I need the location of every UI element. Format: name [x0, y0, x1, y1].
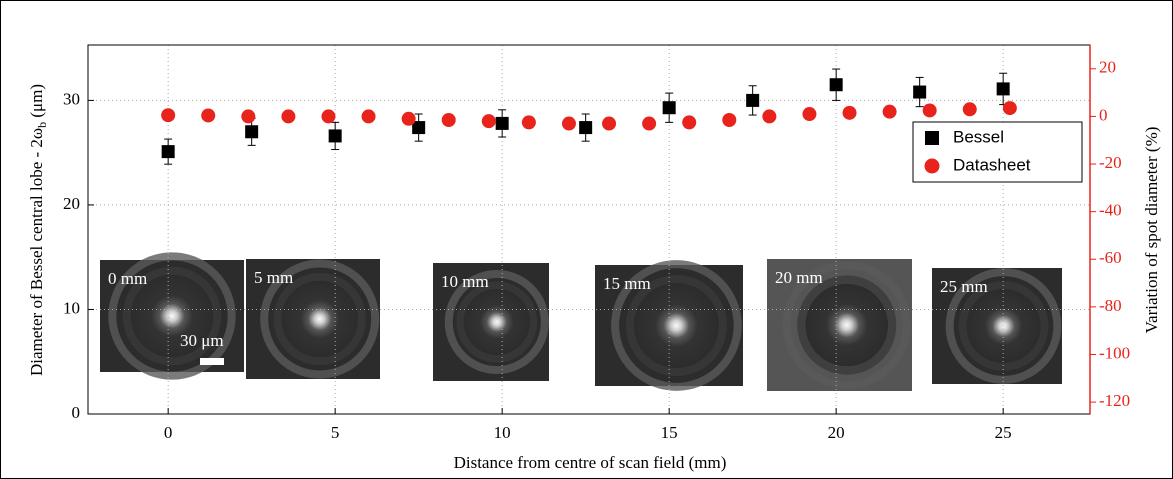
inset-spot — [805, 283, 889, 367]
inset-ring — [782, 260, 911, 390]
inset-label: 15 mm — [603, 274, 651, 293]
point — [245, 125, 259, 139]
point — [361, 109, 376, 124]
point — [996, 82, 1010, 96]
y2-tick-label: 0 — [1099, 105, 1108, 124]
inset-image: 20 mm — [767, 259, 912, 391]
y2-tick-label: -80 — [1099, 296, 1122, 315]
y-axis-label: Diameter of Bessel central lobe - 2ωb (μ… — [27, 84, 49, 376]
legend-marker — [925, 131, 939, 145]
inset-spot — [281, 280, 358, 358]
inset-ring — [945, 268, 1062, 384]
inset-spot — [130, 274, 214, 358]
point — [321, 109, 336, 124]
point — [842, 105, 857, 120]
y-tick-label: 0 — [72, 403, 81, 422]
point — [602, 116, 617, 131]
point — [495, 116, 509, 130]
inset-label: 0 mm — [108, 269, 147, 288]
y2-tick-label: -120 — [1099, 391, 1130, 410]
point — [682, 115, 697, 130]
point — [281, 109, 296, 124]
inset-ring — [611, 260, 742, 391]
point — [481, 114, 496, 129]
point — [401, 111, 416, 126]
x-tick-label: 25 — [995, 423, 1012, 442]
scale-bar-label: 30 μm — [180, 331, 224, 350]
point — [328, 129, 342, 143]
inset-label: 20 mm — [775, 268, 823, 287]
point — [913, 85, 927, 99]
inset-ring — [273, 272, 366, 366]
point — [521, 115, 536, 130]
inset-label: 5 mm — [254, 268, 293, 287]
y-label-main: Diameter of Bessel central lobe - 2ω — [27, 128, 46, 376]
x-tick-label: 20 — [828, 423, 845, 442]
x-tick-label: 5 — [331, 423, 340, 442]
y-tick-label: 30 — [63, 89, 80, 108]
y-label-unit: (μm) — [27, 84, 46, 122]
point — [882, 104, 897, 119]
legend-marker — [924, 158, 940, 174]
point — [1002, 101, 1017, 116]
legend-box — [912, 121, 1083, 183]
point — [161, 145, 175, 159]
y2-tick-label: -40 — [1099, 201, 1122, 220]
point — [662, 101, 676, 115]
inset-spot — [634, 283, 719, 368]
point — [441, 112, 456, 127]
point — [962, 102, 977, 117]
inset-ring — [108, 252, 236, 380]
point — [762, 109, 777, 124]
point — [201, 108, 216, 123]
point — [161, 108, 176, 123]
inset-label: 25 mm — [940, 277, 988, 296]
x-tick-label: 10 — [494, 423, 511, 442]
inset-ring — [444, 269, 549, 375]
y2-axis-label: Variation of spot diameter (%) — [1142, 127, 1161, 334]
inset-image: 5 mm — [246, 259, 380, 379]
point — [829, 78, 843, 92]
inset-image: 0 mm 30 μm — [100, 252, 244, 380]
y2-tick-label: 20 — [1099, 58, 1116, 77]
insets: 0 mm 30 μm 5 mm 10 mm 15 mm 20 mm 25 mm — [100, 252, 1062, 391]
point — [642, 116, 657, 131]
x-tick-label: 0 — [164, 423, 173, 442]
y2-tick-label: -100 — [1099, 343, 1130, 362]
point — [722, 112, 737, 127]
inset-ring — [456, 281, 538, 363]
inset-spot — [463, 288, 530, 356]
x-tick-label: 15 — [661, 423, 678, 442]
inset-ring — [260, 259, 380, 379]
point — [579, 121, 593, 135]
y-label-sub: b — [35, 122, 49, 128]
inset-label: 10 mm — [441, 272, 489, 291]
y-tick-label: 20 — [63, 194, 80, 213]
point — [561, 116, 576, 131]
y2-tick-label: -60 — [1099, 248, 1122, 267]
inset-image: 25 mm — [932, 268, 1062, 384]
point — [241, 109, 256, 124]
point — [922, 103, 937, 118]
point — [746, 93, 760, 107]
y2-tick-label: -20 — [1099, 153, 1122, 172]
y-tick-label: 10 — [63, 298, 80, 317]
inset-ring — [625, 274, 727, 377]
point — [412, 121, 426, 135]
inset-ring — [797, 275, 897, 375]
x-axis-label: Distance from centre of scan field (mm) — [454, 453, 727, 472]
inset-ring — [122, 266, 222, 366]
scale-bar — [200, 358, 224, 365]
point — [802, 107, 817, 122]
legend-label: Bessel — [953, 127, 1004, 146]
inset-image: 10 mm — [433, 263, 549, 381]
legend-label: Datasheet — [953, 155, 1031, 174]
